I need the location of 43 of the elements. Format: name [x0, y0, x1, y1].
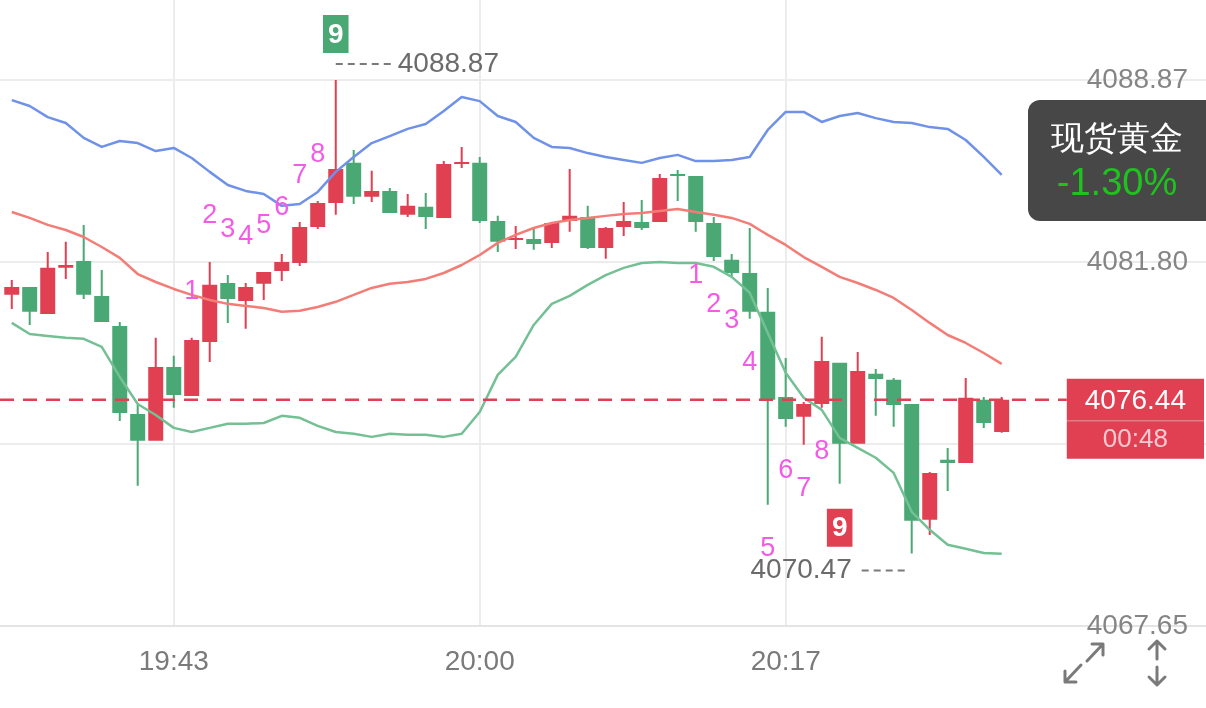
- candlestick: [4, 279, 20, 310]
- text: -1.30%: [1056, 159, 1178, 205]
- annotation: 3: [724, 304, 740, 335]
- x-tick-label: 19:43: [138, 644, 209, 676]
- annotation: 7: [292, 159, 308, 190]
- annotation: 2: [706, 288, 722, 319]
- candlestick: [400, 194, 416, 217]
- candlestick: [634, 199, 650, 231]
- annotation: 9: [327, 17, 344, 49]
- candlestick: [526, 227, 542, 250]
- candlestick: [220, 275, 236, 323]
- ref-line-label: 4076.44: [1084, 383, 1186, 415]
- annotation: 4088.87: [397, 46, 499, 78]
- annotation: 6: [778, 454, 794, 485]
- candlestick: [670, 170, 686, 201]
- text: 现货黄金: [1051, 117, 1183, 158]
- y-tick-label: 4067.65: [1086, 608, 1188, 640]
- annotation: 7: [796, 472, 812, 503]
- annotation: 2: [202, 199, 218, 230]
- annotation: 5: [256, 209, 272, 240]
- annotation: 00:48: [1102, 423, 1168, 454]
- candlestick: [940, 447, 956, 491]
- x-tick-label: 20:00: [444, 644, 515, 676]
- y-tick-label: 4081.80: [1086, 244, 1188, 276]
- candlestick: [616, 201, 632, 236]
- annotation: 1: [688, 259, 704, 290]
- candlestick: [364, 170, 380, 202]
- x-tick-label: 20:17: [750, 644, 821, 676]
- candlestick: [256, 271, 272, 301]
- candlestick: [868, 368, 884, 416]
- annotation: 9: [831, 511, 848, 543]
- candlestick: [454, 146, 470, 169]
- annotation: 4: [238, 220, 254, 251]
- annotation: 8: [310, 138, 326, 169]
- candlestick: [418, 192, 434, 229]
- annotation: 3: [220, 212, 236, 243]
- candlestick: [130, 404, 146, 486]
- annotation: 8: [814, 435, 830, 466]
- annotation: 4: [742, 346, 758, 377]
- candlestick: [58, 241, 74, 279]
- candlestick: [274, 253, 290, 281]
- candlestick: [796, 401, 812, 445]
- y-tick-label: 4088.87: [1086, 62, 1188, 94]
